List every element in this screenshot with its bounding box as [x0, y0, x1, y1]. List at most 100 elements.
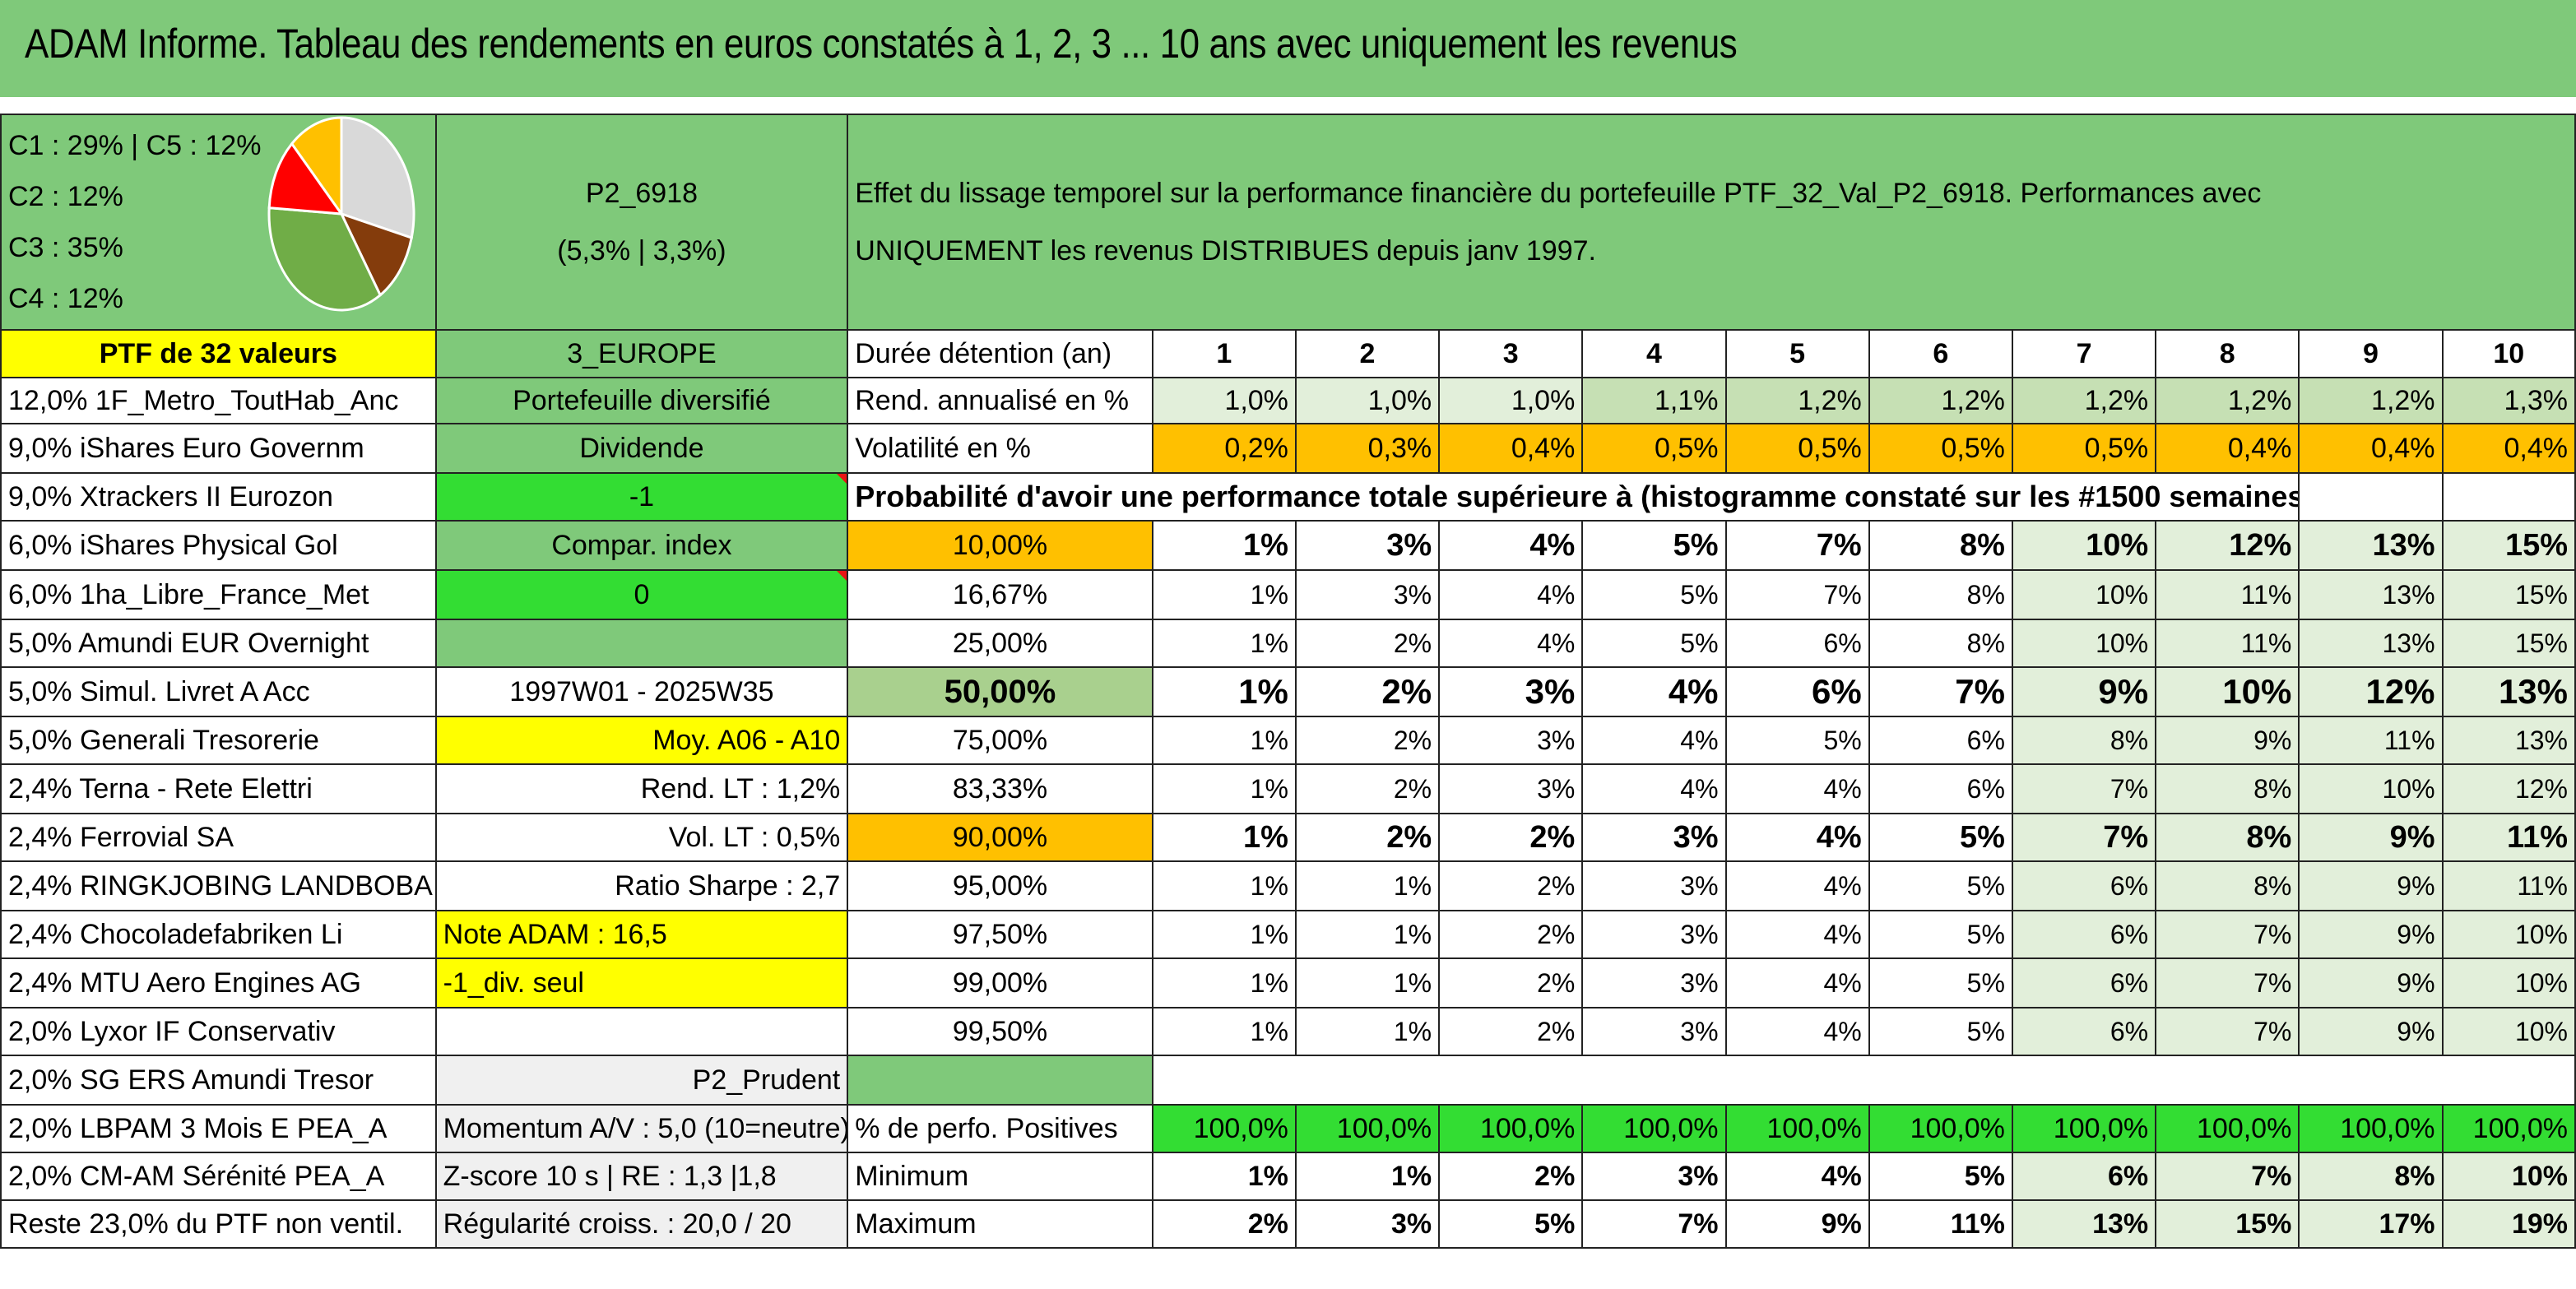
quantile-value: 9% [2011, 666, 2157, 717]
profile: P2_Prudent [434, 1055, 849, 1106]
table-row: 2,0% LBPAM 3 Mois E PEA_A Momentum A/V : … [0, 1104, 2576, 1153]
max-value: 3% [1294, 1199, 1441, 1249]
quantile-value: 6% [2011, 910, 2157, 959]
quantile-value: 4% [1581, 763, 1727, 814]
min-value: 4% [1724, 1152, 1870, 1201]
table-row: 5,0% Simul. Livret A Acc 1997W01 - 2025W3… [0, 666, 2576, 717]
quantile-value: 5% [1581, 619, 1727, 668]
quantile-value: 11% [2441, 860, 2576, 911]
quantile-value: 3% [1581, 813, 1727, 862]
quantile-value: 1% [1151, 763, 1297, 814]
table-row: PTF de 32 valeurs 3_EUROPE Durée détention… [0, 329, 2576, 378]
quantile-value: 15% [2441, 619, 2576, 668]
quantile-value: 10% [2441, 957, 2576, 1008]
min-label: Minimum [847, 1152, 1153, 1201]
zone: 3_EUROPE [434, 329, 849, 378]
quantile-value: 11% [2155, 569, 2300, 620]
description-cell: Effet du lissage temporel sur la perform… [847, 114, 2576, 331]
holding-name: 9,0% Xtrackers II Eurozon [0, 472, 437, 522]
vol-value: 0,2% [1151, 423, 1297, 474]
report-title: ADAM Informe. Tableau des rendements en … [25, 21, 1738, 67]
min-value: 10% [2441, 1152, 2576, 1201]
quantile-value: 1% [1151, 910, 1297, 959]
year-header: 9 [2298, 329, 2444, 378]
quantile-value: 13% [2441, 716, 2576, 765]
rend-value: 1,0% [1294, 377, 1441, 424]
description-line-2: UNIQUEMENT les revenus DISTRIBUES depuis… [855, 235, 1596, 267]
year-header: 8 [2155, 329, 2300, 378]
quantile-value: 8% [1868, 520, 2013, 571]
pie-legend-cell: C1 : 29% | C5 : 12% C2 : 12% C3 : 35% C4… [0, 114, 437, 331]
quantile-value: 7% [1724, 569, 1870, 620]
rend-value: 1,2% [1724, 377, 1870, 424]
quantile-value: 1% [1151, 813, 1297, 862]
quantile-value: 4% [1724, 1007, 1870, 1056]
pos-value: 100,0% [1724, 1104, 1870, 1153]
vol-label: Volatilité en % [847, 423, 1153, 474]
quantile-value: 10% [2298, 763, 2444, 814]
quantile-value: 9% [2155, 716, 2300, 765]
quantile-value: 4% [1581, 716, 1727, 765]
quantile-value: 4% [1724, 860, 1870, 911]
quantile-value: 13% [2298, 619, 2444, 668]
table-row: 5,0% Amundi EUR Overnight 25,00% 1% 2% 4% 5% 6… [0, 619, 2576, 668]
performance-table: C1 : 29% | C5 : 12% C2 : 12% C3 : 35% C4… [0, 114, 2576, 1249]
quantile-value: 8% [1868, 569, 2013, 620]
vol-value: 0,4% [2441, 423, 2576, 474]
holding-name: 9,0% iShares Euro Governm [0, 423, 437, 474]
quantile-value: 11% [2155, 619, 2300, 668]
vol-value: 0,5% [2011, 423, 2157, 474]
sharpe: Ratio Sharpe : 2,7 [434, 860, 849, 911]
quantile-value: 11% [2441, 813, 2576, 862]
quantile-value: 7% [2155, 1007, 2300, 1056]
note-adam: Note ADAM : 16,5 [434, 910, 849, 959]
min-value: 2% [1438, 1152, 1584, 1201]
table-row: 6,0% 1ha_Libre_France_Met 0 16,67% 1% 3% 4% 5%… [0, 569, 2576, 620]
table-row: 2,4% RINGKJOBING LANDBOBA Ratio Sharpe : … [0, 860, 2576, 911]
quantile-value: 12% [2298, 666, 2444, 717]
table-row: 9,0% Xtrackers II Eurozon -1 Probabilité d… [0, 472, 2576, 522]
vol-value: 0,3% [1294, 423, 1441, 474]
table-row: Reste 23,0% du PTF non ventil. Régularité… [0, 1199, 2576, 1249]
pos-label: % de perfo. Positives [847, 1104, 1153, 1153]
quantile-value: 4% [1438, 520, 1584, 571]
quantile-value: 3% [1581, 1007, 1727, 1056]
quantile-value: 13% [2298, 520, 2444, 571]
vol-value: 0,4% [1438, 423, 1584, 474]
holding-name: 2,0% Lyxor IF Conservativ [0, 1007, 437, 1056]
rend-value: 1,1% [1581, 377, 1727, 424]
quantile-value: 6% [1868, 716, 2013, 765]
table-row: 12,0% 1F_Metro_ToutHab_Anc Portefeuille d… [0, 377, 2576, 424]
pie-legend-4: C4 : 12% [8, 283, 123, 314]
quantile-value: 1% [1294, 1007, 1441, 1056]
quantile-value: 4% [1438, 619, 1584, 668]
quantile-label: 50,00% [847, 666, 1153, 717]
holding-name: 6,0% 1ha_Libre_France_Met [0, 569, 437, 620]
report-title-bar: ADAM Informe. Tableau des rendements en … [0, 0, 2576, 97]
quantile-value: 4% [1581, 666, 1727, 717]
duree-label: Durée détention (an) [847, 329, 1153, 378]
quantile-value: 13% [2441, 666, 2576, 717]
quantile-value: 1% [1294, 860, 1441, 911]
div-seul: -1_div. seul [434, 957, 849, 1008]
quantile-value: 3% [1581, 860, 1727, 911]
description-line-1: Effet du lissage temporel sur la perform… [855, 178, 2262, 209]
quantile-value: 8% [1868, 619, 2013, 668]
quantile-value: 3% [1294, 569, 1441, 620]
min-value: 6% [2011, 1152, 2157, 1201]
pie-legend-2: C2 : 12% [8, 181, 123, 212]
quantile-value: 4% [1724, 763, 1870, 814]
min-value: 5% [1868, 1152, 2013, 1201]
quantile-value: 2% [1438, 1007, 1584, 1056]
pie-slice-c2 [339, 211, 413, 298]
indicator-minus1: -1 [434, 472, 849, 522]
pie-slice-c4 [267, 141, 345, 216]
quantile-value: 6% [1724, 666, 1870, 717]
holding-name: 2,4% Ferrovial SA [0, 813, 437, 862]
max-value: 13% [2011, 1199, 2157, 1249]
quantile-value: 2% [1294, 619, 1441, 668]
pos-value: 100,0% [1151, 1104, 1297, 1153]
quantile-value: 9% [2298, 957, 2444, 1008]
quantile-value: 6% [2011, 860, 2157, 911]
holding-name: 12,0% 1F_Metro_ToutHab_Anc [0, 377, 437, 424]
